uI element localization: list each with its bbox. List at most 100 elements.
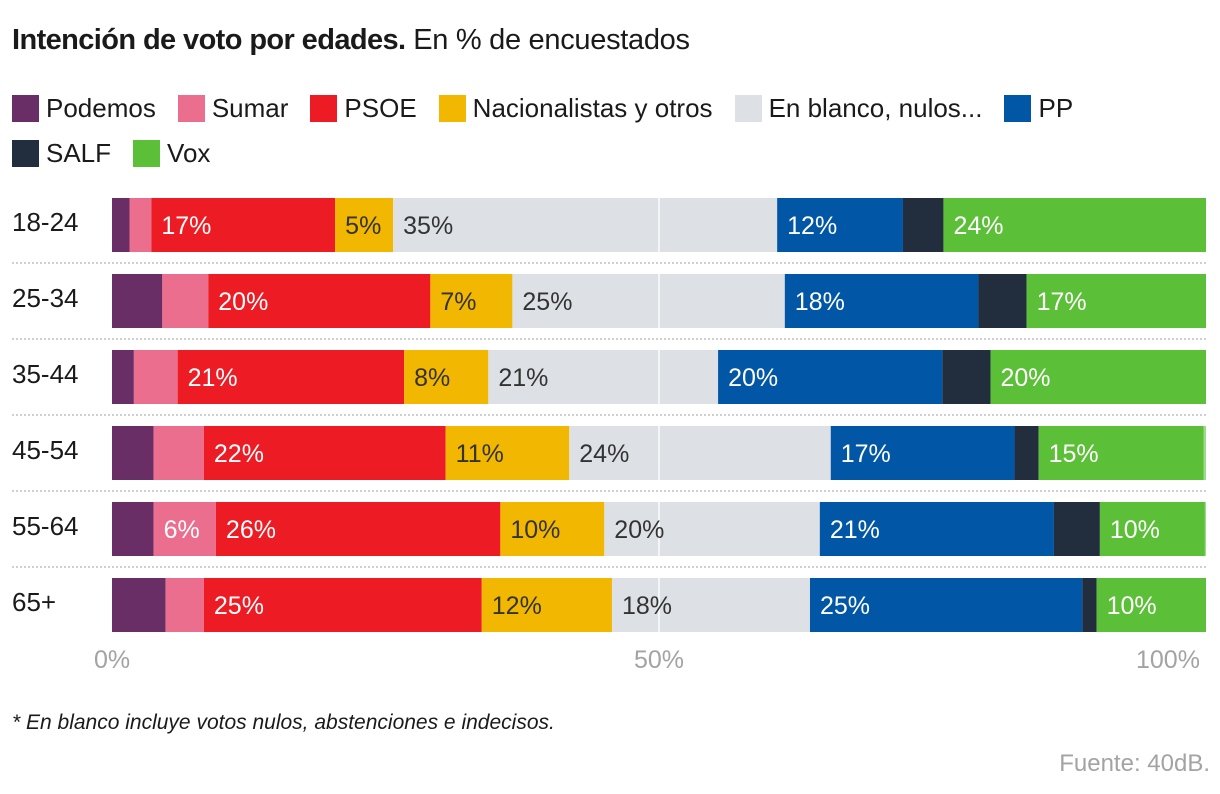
x-tick-label: 0%: [94, 646, 131, 674]
data-label: 25%: [522, 288, 572, 316]
legend-swatch: [310, 94, 338, 122]
bar-row-18-24: 17% 5% 35% 12% 24%: [112, 198, 1206, 252]
data-label: 21%: [498, 364, 548, 392]
legend-label: SALF: [46, 137, 112, 168]
data-label: 17%: [1037, 288, 1087, 316]
bar-segment-vox: [1099, 502, 1205, 556]
bar-segment-pp: [784, 274, 979, 328]
data-label: 25%: [214, 592, 264, 620]
category-label: 45-54: [12, 435, 79, 465]
bar-segment-sumar: [165, 578, 204, 632]
legend-item-en-blanco: En blanco, nulos...: [734, 93, 982, 124]
bar-segment-en-blanco-nulos: [604, 502, 820, 556]
data-label: 17%: [161, 212, 211, 240]
data-label: 20%: [728, 364, 778, 392]
bar-segment-nacionalistas-y-otros: [481, 578, 612, 632]
bar-row-25-34: 20% 7% 25% 18% 17%: [112, 274, 1206, 328]
footnote: * En blanco incluye votos nulos, abstenc…: [12, 711, 555, 734]
data-label: 21%: [830, 516, 880, 544]
legend-label: Sumar: [211, 92, 289, 123]
legend-swatch: [734, 94, 762, 122]
legend-item-vox: Vox: [133, 138, 210, 169]
bar-segment-nacionalistas-y-otros: [430, 274, 513, 328]
bar-segment-sumar: [153, 502, 216, 556]
bar-segment-podemos: [112, 578, 166, 632]
row-separator: [12, 566, 1206, 568]
bar-row-35-44: 21% 8% 21% 20% 20%: [112, 350, 1206, 404]
bar-row-65+: 25% 12% 18% 25% 10%: [112, 578, 1206, 632]
category-label: 18-24: [12, 207, 79, 237]
legend-item-psoe: PSOE: [310, 92, 417, 124]
x-tick-label: 100%: [1136, 646, 1200, 674]
legend-row-1: Podemos Sumar PSOE Nacionalistas y otros…: [12, 90, 1212, 126]
legend-label: Podemos: [46, 92, 156, 123]
data-label: 35%: [403, 212, 453, 240]
row-separator: [12, 490, 1206, 492]
legend-swatch: [438, 94, 466, 122]
data-label: 11%: [456, 440, 504, 468]
legend-label: PSOE: [344, 92, 417, 123]
category-label: 25-34: [12, 283, 79, 313]
legend-swatch: [12, 139, 39, 167]
bar-remainder: [1203, 426, 1206, 480]
bar-segment-en-blanco-nulos: [569, 426, 831, 480]
bar-segment-salf: [942, 350, 991, 404]
bar-segment-salf: [978, 274, 1027, 328]
bar-segment-sumar: [162, 274, 209, 328]
bar-segment-vox: [1096, 578, 1206, 632]
legend-label: Vox: [167, 137, 211, 168]
bar-segment-nacionalistas-y-otros: [335, 198, 394, 252]
bar-segment-en-blanco-nulos: [393, 198, 778, 252]
legend: Podemos Sumar PSOE Nacionalistas y otros…: [12, 90, 1212, 180]
data-label: 10%: [1110, 516, 1160, 544]
data-label: 7%: [440, 288, 476, 316]
bar-segment-podemos: [112, 426, 154, 480]
legend-item-podemos: Podemos: [12, 93, 156, 124]
bar-segment-vox: [1038, 426, 1204, 480]
data-label: 18%: [795, 288, 845, 316]
bar-segment-psoe: [203, 578, 482, 632]
category-label: 55-64: [12, 511, 79, 541]
legend-item-salf: SALF: [12, 138, 111, 169]
bar-segment-podemos: [112, 502, 154, 556]
bar-segment-podemos: [112, 198, 130, 252]
bar-segment-en-blanco-nulos: [512, 274, 785, 328]
data-label: 10%: [1107, 592, 1157, 620]
bar-segment-pp: [819, 502, 1054, 556]
legend-swatch: [177, 94, 205, 122]
legend-swatch: [12, 94, 39, 122]
legend-swatch: [1004, 94, 1032, 122]
bar-segment-salf: [1082, 578, 1097, 632]
data-label: 24%: [579, 440, 629, 468]
row-separator: [12, 414, 1206, 416]
bar-segment-pp: [718, 350, 943, 404]
data-label: 26%: [226, 516, 276, 544]
data-label: 17%: [841, 440, 891, 468]
data-label: 21%: [188, 364, 238, 392]
bar-segment-vox: [990, 350, 1206, 404]
data-label: 8%: [414, 364, 450, 392]
bar-segment-vox: [943, 198, 1206, 252]
bar-row-55-64: 6% 26% 10% 20% 21% 10%: [112, 502, 1206, 556]
chart-title: Intención de voto por edades. En % de en…: [12, 24, 690, 57]
data-label: 25%: [820, 592, 870, 620]
bar-segment-vox: [1026, 274, 1206, 328]
bar-segment-podemos: [112, 274, 163, 328]
legend-item-nacionalistas: Nacionalistas y otros: [438, 92, 713, 124]
data-label: 12%: [787, 212, 837, 240]
bar-segment-nacionalistas-y-otros: [404, 350, 489, 404]
data-label: 12%: [492, 592, 542, 620]
legend-item-pp: PP: [1004, 93, 1073, 124]
bar-segment-psoe: [177, 350, 405, 404]
data-label: 15%: [1049, 440, 1099, 468]
legend-label: PP: [1038, 92, 1074, 123]
bar-remainder: [1204, 502, 1206, 556]
legend-label: Nacionalistas y otros: [472, 92, 713, 123]
category-label: 35-44: [12, 359, 79, 389]
data-label: 22%: [214, 440, 264, 468]
bar-segment-salf: [1053, 502, 1100, 556]
row-separator: [12, 262, 1206, 264]
data-label: 20%: [218, 288, 268, 316]
bar-segment-pp: [809, 578, 1083, 632]
bar-segment-psoe: [215, 502, 501, 556]
